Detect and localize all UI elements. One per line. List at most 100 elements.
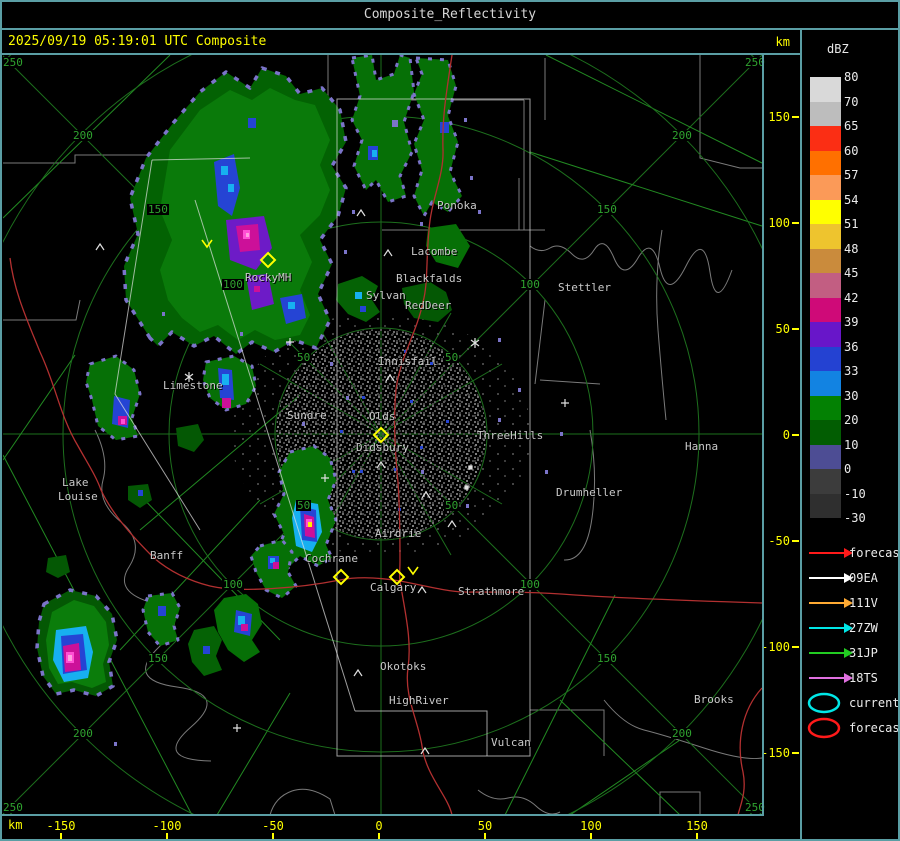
right-axis-tick-label: -100: [761, 640, 790, 654]
city-label-okotoks: Okotoks: [380, 660, 427, 673]
dbz-color-swatch: [810, 224, 841, 249]
window-border: [0, 0, 2, 841]
dbz-tick-label: 54: [844, 193, 859, 207]
statusbar-divider: [0, 53, 802, 55]
bottom-axis-tick: [484, 833, 486, 840]
range-ring-label: 250: [744, 56, 766, 69]
dbz-tick-label: 42: [844, 291, 859, 305]
window-border: [898, 0, 900, 841]
legend-label-27zw: 27ZW: [849, 621, 878, 635]
bottom-axis-tick: [696, 833, 698, 840]
bottom-axis-tick-label: -100: [152, 819, 182, 833]
city-label-sundre: Sundre: [287, 409, 327, 422]
legend-label-18ts: 18TS: [849, 671, 878, 685]
observation-markers: [95, 208, 569, 755]
legend-label-111v: 111V: [849, 596, 878, 610]
bottom-axis-tick: [590, 833, 592, 840]
forecast-arrow-icon: [809, 548, 853, 558]
city-label-cochrane: Cochrane: [305, 552, 358, 565]
titlebar-divider: [0, 28, 900, 30]
range-ring-label: 200: [671, 129, 693, 142]
dbz-tick-label: 51: [844, 217, 859, 231]
track-arrow-icon: [809, 598, 853, 608]
right-axis-tick-label: 50: [775, 322, 790, 336]
city-label-reddeer: RedDeer: [405, 299, 452, 312]
city-label-vulcan: Vulcan: [491, 736, 531, 749]
city-label-highriver: HighRiver: [389, 694, 449, 707]
city-label-ponoka: Ponoka: [437, 199, 477, 212]
range-ring-label: 100: [222, 578, 244, 591]
range-ring-label: 250: [744, 801, 766, 814]
city-label-brooks: Brooks: [694, 693, 734, 706]
legend-label-31jp: 31JP: [849, 646, 878, 660]
legend-label-forecast: forecast: [849, 546, 900, 560]
dbz-tick-label: 20: [844, 413, 859, 427]
city-label-drumheller: Drumheller: [556, 486, 623, 499]
dbz-color-swatch: [810, 322, 841, 347]
right-axis-tick-label: 0: [782, 428, 790, 442]
range-ring-label: 50: [444, 351, 460, 364]
map-bottom-border: [0, 814, 764, 816]
dbz-color-swatch: [810, 199, 841, 224]
range-ring-label: 200: [72, 727, 94, 740]
city-label-innisfail: Innisfail: [378, 355, 438, 368]
right-axis-tick-label: -150: [761, 746, 790, 760]
bottom-axis-tick: [166, 833, 168, 840]
range-ring-label: 250: [2, 56, 24, 69]
city-label-threehills: ThreeHills: [477, 429, 544, 442]
right-axis-tick: [792, 222, 799, 224]
track-arrow-icon: [809, 673, 853, 683]
legend-label-forecast-cell: forecast: [849, 721, 900, 735]
range-ring-label: 200: [671, 727, 693, 740]
dbz-tick-label: 65: [844, 119, 859, 133]
range-ring-label: 150: [596, 203, 618, 216]
right-axis-unit: km: [775, 35, 790, 49]
window-title: Composite_Reflectivity: [363, 7, 537, 22]
bottom-axis-tick-label: 0: [375, 819, 383, 833]
dbz-color-swatch: [810, 150, 841, 175]
highway-lines: [9, 55, 763, 815]
dbz-color-swatch: [810, 420, 841, 445]
dbz-tick-label: 33: [844, 364, 859, 378]
current-cell-icon: [807, 692, 841, 714]
dbz-tick-label: 57: [844, 168, 859, 182]
legend-label-current: current: [849, 696, 900, 710]
bottom-axis-tick-label: 50: [477, 819, 493, 833]
city-label-stettler: Stettler: [558, 281, 611, 294]
dbz-color-swatch: [810, 469, 841, 494]
city-label-louise: Louise: [58, 490, 98, 503]
range-ring-label: 150: [596, 652, 618, 665]
city-label-sylvan: Sylvan: [366, 289, 406, 302]
range-ring-label: 50: [444, 499, 460, 512]
scan-sector-outlines: [114, 98, 531, 757]
city-label-calgary: Calgary: [370, 581, 417, 594]
radar-map-canvas[interactable]: [3, 55, 763, 815]
range-ring-label: 100: [519, 578, 541, 591]
panel-divider: [800, 30, 802, 841]
forecast-cell-icon: [807, 717, 841, 739]
dbz-tick-label: 30: [844, 389, 859, 403]
dbz-tick-label: -30: [844, 511, 866, 525]
track-arrow-icon: [809, 648, 853, 658]
range-ring-label: 150: [147, 203, 169, 216]
city-label-banff: Banff: [150, 549, 184, 562]
track-arrow-icon: [809, 573, 853, 583]
city-label-lacombe: Lacombe: [411, 245, 458, 258]
dbz-color-swatch: [810, 126, 841, 151]
range-ring-label: 50: [296, 499, 312, 512]
city-label-limestone: Limestone: [163, 379, 223, 392]
city-label-airdrie: Airdrie: [375, 527, 422, 540]
window-border: [0, 839, 900, 841]
city-label-blackfalds: Blackfalds: [396, 272, 463, 285]
dbz-color-swatch: [810, 371, 841, 396]
bottom-axis-tick: [60, 833, 62, 840]
city-label-strathmore: Strathmore: [458, 585, 525, 598]
right-axis-tick: [792, 540, 799, 542]
dbz-color-swatch: [810, 346, 841, 371]
dbz-tick-label: 70: [844, 95, 859, 109]
bottom-axis-tick-label: 150: [686, 819, 708, 833]
dbz-tick-label: 10: [844, 438, 859, 452]
range-ring-label: 250: [2, 801, 24, 814]
right-axis-tick: [792, 434, 799, 436]
